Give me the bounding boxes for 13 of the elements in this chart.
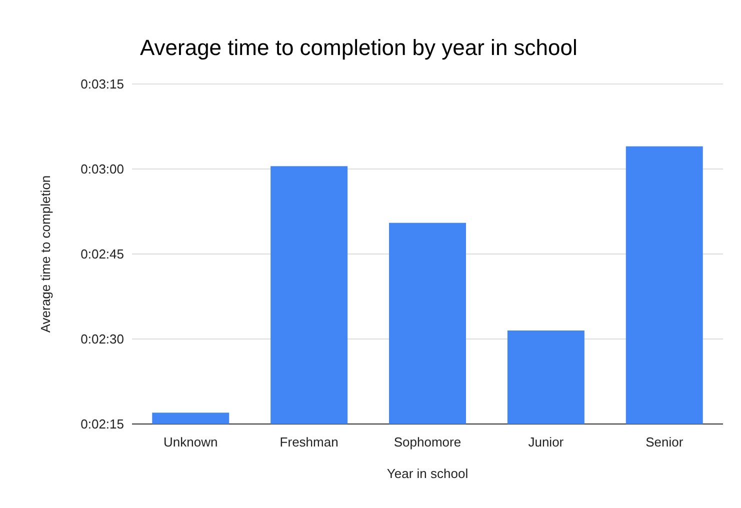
x-tick-label: Freshman xyxy=(280,434,338,450)
x-tick-label: Senior xyxy=(646,434,684,450)
y-tick-label: 0:02:30 xyxy=(80,332,124,347)
y-tick-label: 0:02:15 xyxy=(80,416,124,432)
y-axis-title: Average time to completion xyxy=(38,175,53,333)
x-tick-label: Unknown xyxy=(164,434,218,450)
x-tick-label: Junior xyxy=(528,434,564,450)
x-tick-label: Sophomore xyxy=(394,434,462,450)
x-axis-title: Year in school xyxy=(386,466,468,481)
y-tick-label: 0:02:45 xyxy=(80,246,124,262)
y-tick-label: 0:03:00 xyxy=(80,162,124,177)
chart-title: Average time to completion by year in school xyxy=(140,35,578,60)
y-tick-label: 0:03:15 xyxy=(80,76,124,92)
